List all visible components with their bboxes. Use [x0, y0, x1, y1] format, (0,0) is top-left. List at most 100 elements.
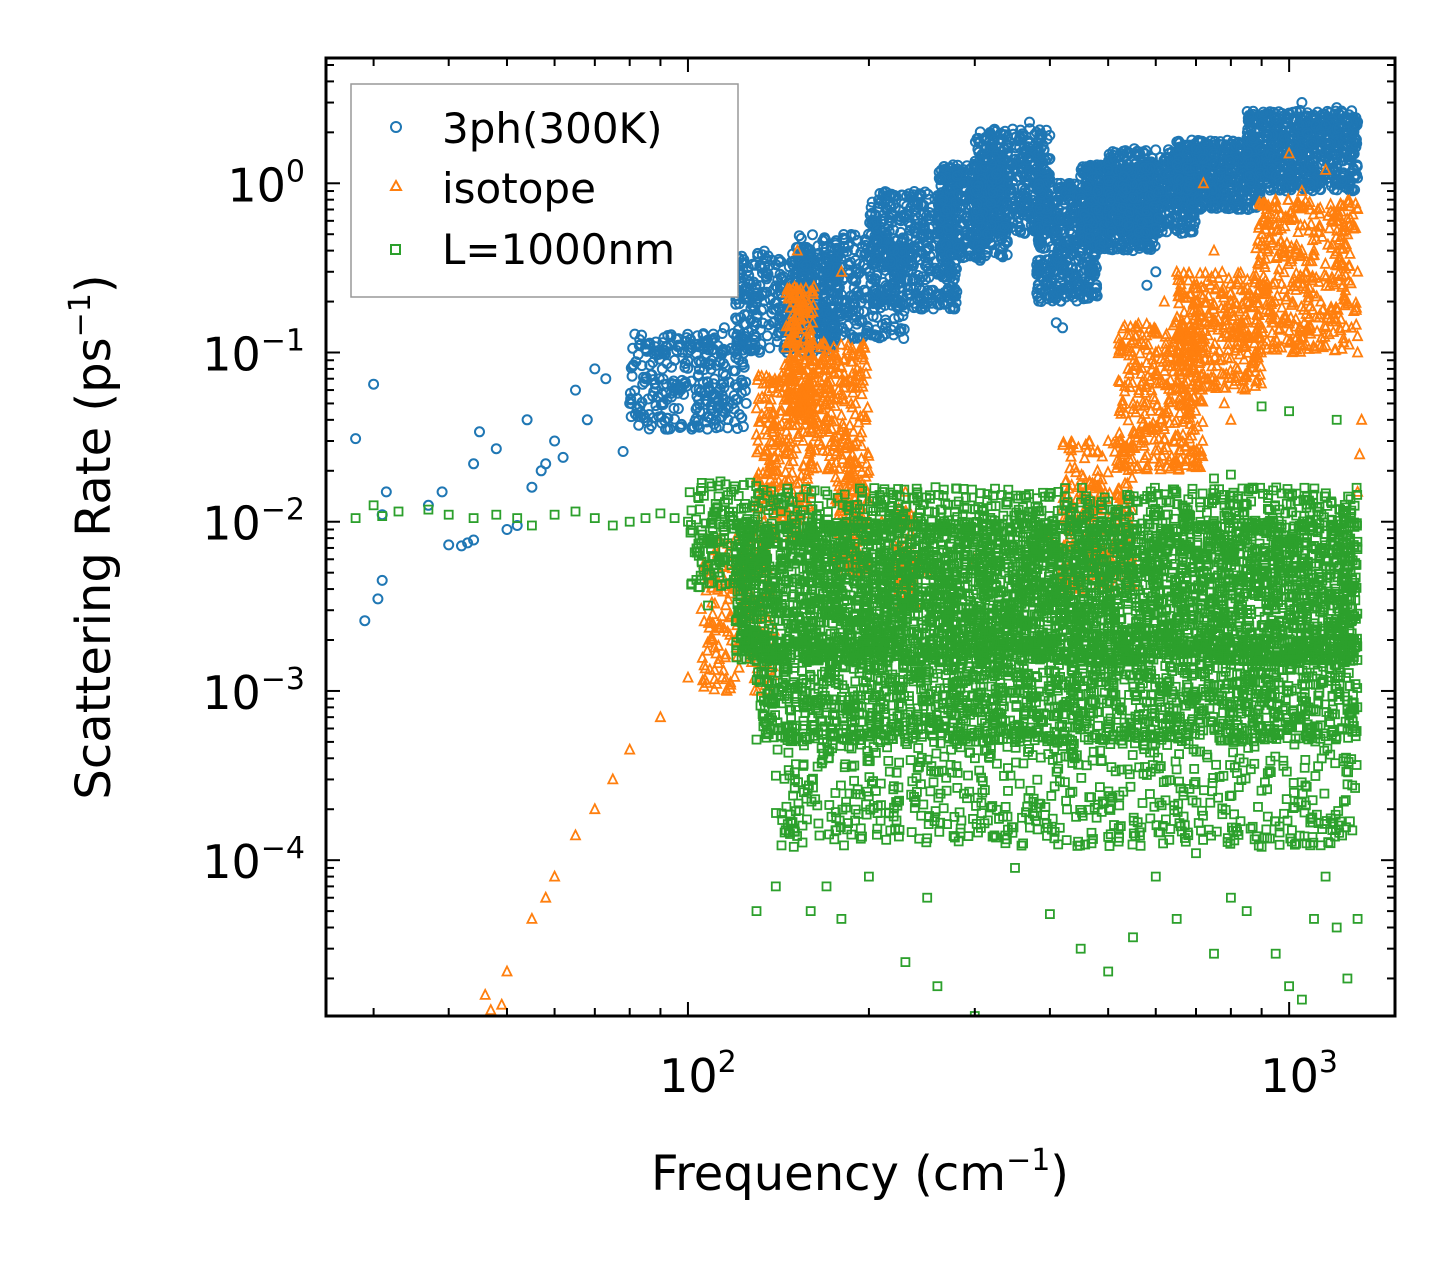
data-point: [722, 402, 734, 414]
data-point: [769, 297, 781, 309]
data-point: [474, 426, 485, 438]
data-point: [617, 446, 629, 457]
data-point: [764, 342, 776, 354]
data-point: [669, 413, 680, 425]
data-point: [668, 402, 680, 414]
data-point: [747, 300, 759, 312]
data-point: [350, 433, 362, 445]
data-point: [678, 377, 690, 389]
data-point: [359, 615, 371, 627]
data-point: [501, 524, 513, 535]
data-point: [707, 378, 719, 390]
plot-area: [350, 97, 1368, 1016]
data-point: [738, 361, 750, 373]
data-point: [773, 256, 785, 268]
data-point: [720, 370, 731, 382]
data-point: [682, 328, 694, 340]
data-point: [672, 339, 684, 351]
data-point: [731, 423, 743, 434]
data-point: [629, 328, 641, 340]
data-point: [659, 347, 671, 359]
data-point: [693, 421, 705, 433]
data-point: [655, 399, 667, 411]
data-point: [774, 268, 786, 280]
data-point: [734, 341, 746, 353]
data-point: [581, 414, 593, 426]
data-point: [549, 435, 561, 447]
data-point: [1150, 144, 1162, 156]
data-point: [675, 421, 687, 433]
data-point: [662, 330, 674, 341]
data-point: [718, 322, 730, 334]
data-point: [693, 383, 705, 395]
data-point: [701, 348, 713, 360]
data-point: [376, 574, 388, 586]
data-point: [710, 359, 722, 371]
data-point: [600, 373, 612, 385]
data-point: [641, 345, 653, 357]
data-point: [728, 390, 740, 401]
data-point: [368, 378, 380, 390]
data-point: [740, 397, 752, 409]
data-point: [733, 298, 745, 310]
data-point: [771, 336, 783, 348]
data-point: [661, 394, 673, 405]
data-point: [763, 319, 775, 331]
data-point: [738, 327, 750, 339]
data-point: [744, 343, 756, 355]
data-point: [643, 409, 655, 420]
data-point: [727, 365, 739, 377]
data-point: [643, 423, 655, 435]
data-point: [644, 359, 656, 371]
data-point: [697, 329, 709, 341]
data-point: [521, 414, 533, 426]
data-point: [468, 458, 480, 470]
data-point: [650, 336, 662, 348]
data-point: [657, 337, 669, 349]
data-point: [713, 395, 725, 407]
data-point: [679, 358, 691, 369]
data-point: [733, 354, 745, 366]
data-point: [372, 593, 384, 605]
data-point: [731, 329, 743, 341]
data-point: [688, 421, 700, 433]
data-point: [710, 422, 722, 434]
data-point: [736, 412, 747, 424]
data-point: [716, 411, 728, 423]
data-point: [776, 273, 788, 285]
data-point: [807, 229, 818, 241]
data-point: [742, 262, 754, 273]
data-point: [557, 451, 569, 463]
data-point: [736, 374, 747, 386]
data-point: [749, 343, 761, 355]
data-point: [636, 329, 648, 341]
data-point: [624, 387, 636, 399]
data-point: [436, 486, 448, 498]
data-point: [641, 416, 653, 427]
data-point: [717, 343, 729, 355]
data-point: [706, 402, 718, 414]
data-point: [744, 276, 756, 287]
data-point: [633, 419, 645, 431]
data-point: [718, 377, 730, 389]
data-point: [589, 363, 601, 375]
data-point: [761, 267, 773, 279]
data-point: [526, 481, 538, 493]
data-point: [647, 390, 659, 402]
data-point: [636, 360, 648, 372]
data-point: [737, 421, 749, 433]
data-point: [710, 414, 722, 426]
data-point: [671, 345, 683, 356]
data-point: [694, 406, 706, 418]
data-point: [625, 411, 637, 423]
data-point: [443, 539, 455, 551]
data-point: [766, 254, 778, 266]
data-point: [761, 330, 773, 342]
data-point: [672, 403, 684, 415]
data-point: [656, 363, 668, 375]
data-point: [570, 384, 581, 396]
data-point: [761, 273, 773, 285]
data-point: [627, 342, 639, 354]
data-point: [795, 232, 807, 244]
